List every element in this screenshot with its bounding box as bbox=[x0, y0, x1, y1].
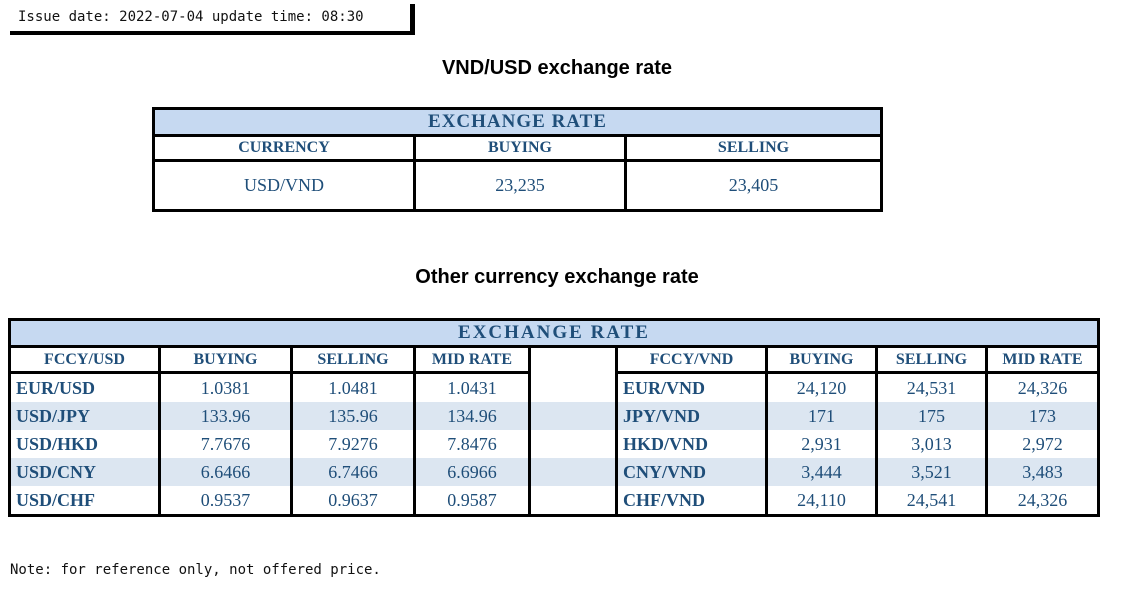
table-header-row: FCCY/VND BUYING SELLING MID RATE bbox=[615, 348, 1100, 374]
selling-rate: 3,013 bbox=[875, 430, 988, 458]
vnd-usd-section-title: VND/USD exchange rate bbox=[441, 57, 673, 79]
buying-rate: 24,120 bbox=[765, 372, 878, 402]
currency-pair: USD/VND bbox=[152, 159, 416, 212]
buying-rate: 24,110 bbox=[765, 486, 878, 514]
buying-rate: 7.7676 bbox=[158, 430, 293, 458]
column-header-selling: SELLING bbox=[624, 134, 883, 162]
selling-rate: 175 bbox=[875, 402, 988, 430]
table-row: CNY/VND 3,444 3,521 3,483 bbox=[615, 458, 1100, 486]
table-title: EXCHANGE RATE bbox=[152, 107, 883, 137]
column-header-fccy-usd: FCCY/USD bbox=[8, 348, 161, 374]
mid-rate: 0.9587 bbox=[413, 486, 531, 514]
mid-rate: 2,972 bbox=[985, 430, 1100, 458]
fccy-usd-subtable: FCCY/USD BUYING SELLING MID RATE EUR/USD… bbox=[8, 348, 531, 514]
table-row: USD/CNY 6.6466 6.7466 6.6966 bbox=[8, 458, 531, 486]
selling-rate: 1.0481 bbox=[290, 372, 416, 402]
table-row: CHF/VND 24,110 24,541 24,326 bbox=[615, 486, 1100, 514]
mid-rate: 24,326 bbox=[985, 486, 1100, 514]
currency-pair: USD/CNY bbox=[8, 458, 161, 486]
gap-cell bbox=[531, 430, 615, 458]
other-currency-rate-table: EXCHANGE RATE FCCY/USD BUYING SELLING MI… bbox=[8, 318, 1100, 517]
currency-pair: HKD/VND bbox=[615, 430, 768, 458]
column-header-mid-rate: MID RATE bbox=[413, 348, 531, 374]
table-gap-column bbox=[531, 348, 615, 514]
gap-cell bbox=[531, 486, 615, 514]
selling-rate: 6.7466 bbox=[290, 458, 416, 486]
table-row: EUR/VND 24,120 24,531 24,326 bbox=[615, 372, 1100, 402]
selling-rate: 7.9276 bbox=[290, 430, 416, 458]
selling-rate: 135.96 bbox=[290, 402, 416, 430]
selling-rate: 24,531 bbox=[875, 372, 988, 402]
mid-rate: 24,326 bbox=[985, 372, 1100, 402]
gap-cell bbox=[531, 374, 615, 402]
issue-date-text: Issue date: 2022-07-04 update time: 08:3… bbox=[18, 9, 364, 25]
currency-pair: EUR/USD bbox=[8, 372, 161, 402]
table-header-row: FCCY/USD BUYING SELLING MID RATE bbox=[8, 348, 531, 374]
gap-cell bbox=[531, 402, 615, 430]
other-currency-section-title: Other currency exchange rate bbox=[415, 266, 699, 288]
currency-pair: CHF/VND bbox=[615, 486, 768, 514]
column-header-currency: CURRENCY bbox=[152, 134, 416, 162]
table-band-row: EXCHANGE RATE bbox=[152, 107, 883, 137]
selling-rate: 3,521 bbox=[875, 458, 988, 486]
mid-rate: 173 bbox=[985, 402, 1100, 430]
table-row: USD/CHF 0.9537 0.9637 0.9587 bbox=[8, 486, 531, 514]
buying-rate: 2,931 bbox=[765, 430, 878, 458]
table-row: JPY/VND 171 175 173 bbox=[615, 402, 1100, 430]
footer-note: Note: for reference only, not offered pr… bbox=[10, 562, 381, 578]
currency-pair: JPY/VND bbox=[615, 402, 768, 430]
table-row: EUR/USD 1.0381 1.0481 1.0431 bbox=[8, 372, 531, 402]
buying-rate: 1.0381 bbox=[158, 372, 293, 402]
mid-rate: 3,483 bbox=[985, 458, 1100, 486]
column-header-buying: BUYING bbox=[765, 348, 878, 374]
currency-pair: USD/JPY bbox=[8, 402, 161, 430]
gap-header-cell bbox=[531, 348, 615, 374]
gap-cell bbox=[531, 458, 615, 486]
table-row: USD/JPY 133.96 135.96 134.96 bbox=[8, 402, 531, 430]
buying-rate: 133.96 bbox=[158, 402, 293, 430]
column-header-selling: SELLING bbox=[875, 348, 988, 374]
buying-rate: 3,444 bbox=[765, 458, 878, 486]
table-row: USD/HKD 7.7676 7.9276 7.8476 bbox=[8, 430, 531, 458]
usd-vnd-rate-table: EXCHANGE RATE CURRENCY BUYING SELLING US… bbox=[152, 107, 883, 212]
buying-rate: 6.6466 bbox=[158, 458, 293, 486]
mid-rate: 6.6966 bbox=[413, 458, 531, 486]
fccy-vnd-subtable: FCCY/VND BUYING SELLING MID RATE EUR/VND… bbox=[615, 348, 1100, 514]
selling-rate: 0.9637 bbox=[290, 486, 416, 514]
mid-rate: 1.0431 bbox=[413, 372, 531, 402]
column-header-fccy-vnd: FCCY/VND bbox=[615, 348, 768, 374]
buying-rate: 0.9537 bbox=[158, 486, 293, 514]
currency-pair: USD/CHF bbox=[8, 486, 161, 514]
column-header-mid-rate: MID RATE bbox=[985, 348, 1100, 374]
buying-rate: 171 bbox=[765, 402, 878, 430]
table-header-row: CURRENCY BUYING SELLING bbox=[152, 134, 883, 162]
mid-rate: 134.96 bbox=[413, 402, 531, 430]
column-header-buying: BUYING bbox=[413, 134, 627, 162]
table-row: HKD/VND 2,931 3,013 2,972 bbox=[615, 430, 1100, 458]
table-title: EXCHANGE RATE bbox=[8, 318, 1100, 348]
table-row: USD/VND 23,235 23,405 bbox=[152, 159, 883, 212]
buying-rate: 23,235 bbox=[413, 159, 627, 212]
selling-rate: 23,405 bbox=[624, 159, 883, 212]
currency-pair: USD/HKD bbox=[8, 430, 161, 458]
currency-pair: CNY/VND bbox=[615, 458, 768, 486]
selling-rate: 24,541 bbox=[875, 486, 988, 514]
column-header-buying: BUYING bbox=[158, 348, 293, 374]
column-header-selling: SELLING bbox=[290, 348, 416, 374]
mid-rate: 7.8476 bbox=[413, 430, 531, 458]
currency-pair: EUR/VND bbox=[615, 372, 768, 402]
issue-date-box: Issue date: 2022-07-04 update time: 08:3… bbox=[10, 4, 415, 35]
